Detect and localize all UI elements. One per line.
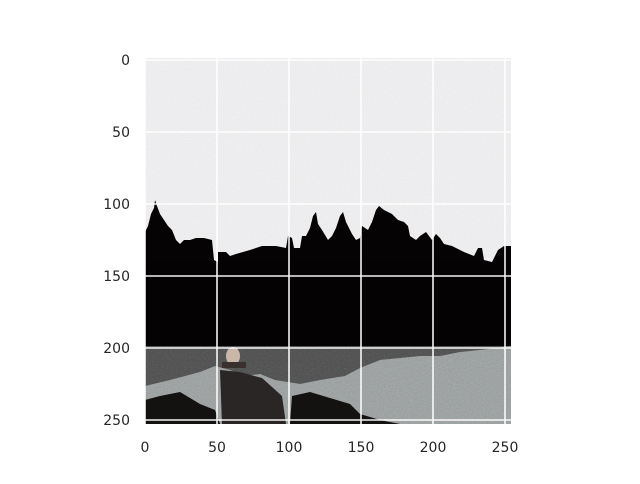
water-shadow — [145, 392, 400, 424]
boat-base — [222, 362, 246, 368]
x-tick-labels: 0 50 100 150 200 250 — [141, 440, 519, 456]
y-tick-label: 50 — [112, 125, 130, 141]
x-tick-label: 150 — [348, 440, 375, 456]
water-shadow-2 — [220, 370, 286, 424]
x-tick-label: 50 — [208, 440, 226, 456]
x-tick-label: 100 — [276, 440, 303, 456]
grid-lines — [145, 58, 511, 424]
y-tick-label: 0 — [121, 53, 130, 69]
sky-noise — [145, 58, 511, 258]
x-tick-label: 200 — [420, 440, 447, 456]
y-tick-labels: 0 50 100 150 200 250 — [103, 53, 130, 429]
y-tick-label: 250 — [103, 413, 130, 429]
y-tick-label: 150 — [103, 269, 130, 285]
photo-image — [145, 58, 511, 424]
x-tick-label: 0 — [141, 440, 150, 456]
boat — [226, 347, 240, 365]
y-tick-label: 200 — [103, 341, 130, 357]
y-tick-label: 100 — [103, 197, 130, 213]
x-tick-label: 250 — [492, 440, 519, 456]
dark-foreground — [145, 262, 511, 362]
